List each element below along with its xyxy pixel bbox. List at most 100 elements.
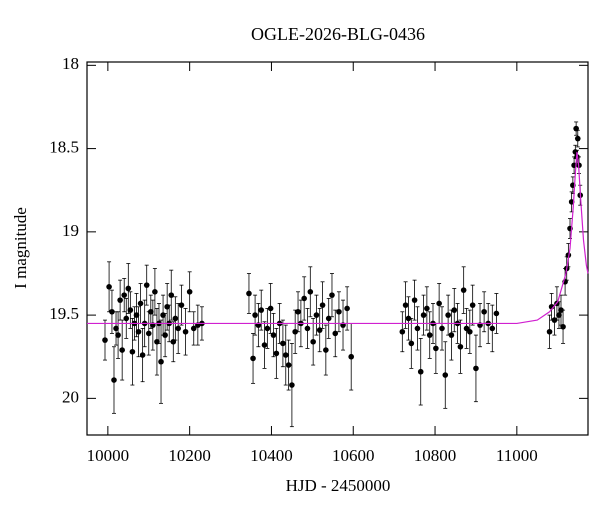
data-point (267, 305, 274, 312)
data-point (258, 307, 265, 313)
data-point (252, 312, 258, 318)
data-point (182, 328, 189, 335)
data-point (152, 288, 158, 295)
y-tick-label: 19 (62, 221, 79, 240)
data-point (448, 332, 455, 338)
data-point (329, 292, 335, 298)
y-axis-label: I magnitude (11, 207, 30, 289)
data-point (175, 325, 182, 332)
data-point (313, 312, 320, 318)
data-point (332, 330, 339, 337)
data-point (460, 287, 467, 293)
data-point (190, 325, 197, 332)
x-tick-label: 10200 (168, 446, 211, 465)
data-point (246, 290, 252, 297)
data-point (399, 328, 406, 335)
data-point (493, 310, 500, 317)
data-point (127, 307, 134, 313)
data-point (125, 285, 132, 292)
data-point (168, 292, 175, 298)
data-point (319, 302, 326, 308)
data-point (451, 307, 458, 313)
model-curve (87, 151, 589, 325)
x-tick-label: 11000 (496, 446, 538, 465)
data-point (457, 343, 464, 350)
data-point (273, 350, 280, 357)
data-point (310, 338, 316, 345)
data-point (336, 308, 342, 315)
data-point (270, 332, 277, 338)
data-point (414, 325, 421, 332)
x-tick-label: 10600 (332, 446, 375, 465)
data-point (323, 347, 329, 353)
data-point (348, 353, 355, 360)
data-point (405, 315, 412, 322)
data-point (551, 317, 558, 323)
data-point (442, 372, 449, 378)
data-point (282, 352, 289, 358)
data-point (420, 312, 427, 318)
data-point (178, 302, 185, 308)
data-point (436, 300, 442, 307)
data-point (109, 308, 115, 315)
data-point (489, 325, 496, 332)
data-point (113, 325, 119, 332)
data-point (137, 300, 144, 307)
data-point (473, 365, 479, 372)
data-point (556, 312, 562, 318)
data-point (295, 308, 301, 315)
y-tick-label: 18.5 (49, 137, 79, 156)
plot-frame (86, 61, 589, 436)
data-point (289, 382, 295, 388)
data-point (117, 297, 123, 303)
data-point (129, 348, 136, 355)
data-point (411, 297, 418, 303)
data-point (467, 328, 473, 335)
data-point (111, 377, 117, 383)
data-point (426, 332, 433, 338)
y-tick-label: 19.5 (49, 304, 79, 323)
data-point (264, 325, 271, 332)
y-tick-label: 18 (62, 54, 79, 73)
data-point (546, 328, 553, 335)
data-point (285, 362, 292, 368)
data-point (250, 355, 256, 362)
data-point (162, 332, 168, 338)
data-point (439, 325, 445, 332)
data-point (469, 302, 476, 308)
data-point (344, 305, 350, 312)
data-point (408, 340, 415, 347)
data-point (417, 368, 424, 375)
data-point (304, 325, 311, 332)
data-point (143, 282, 150, 288)
data-point (433, 345, 439, 352)
x-tick-label: 10000 (87, 446, 130, 465)
data-point (145, 330, 152, 337)
data-point (301, 295, 307, 302)
data-point (292, 328, 298, 335)
data-point (186, 288, 193, 295)
data-point (558, 307, 564, 313)
chart-title: OGLE-2026-BLG-0436 (251, 24, 425, 44)
data-point (121, 292, 128, 298)
data-point (139, 352, 146, 358)
data-point (402, 302, 409, 308)
data-point (445, 312, 451, 318)
data-point (172, 315, 179, 322)
data-point (133, 312, 140, 318)
data-point (135, 328, 142, 335)
data-point (424, 305, 430, 312)
x-axis-label: HJD - 2450000 (286, 476, 391, 495)
data-point (102, 337, 108, 343)
data-point (115, 332, 121, 338)
y-tick-label: 20 (62, 387, 79, 406)
data-point (307, 288, 314, 295)
data-point (574, 135, 581, 142)
data-point (148, 308, 154, 315)
data-point (158, 358, 164, 365)
data-point (560, 323, 566, 330)
data-point (280, 340, 286, 347)
data-point (123, 315, 130, 322)
